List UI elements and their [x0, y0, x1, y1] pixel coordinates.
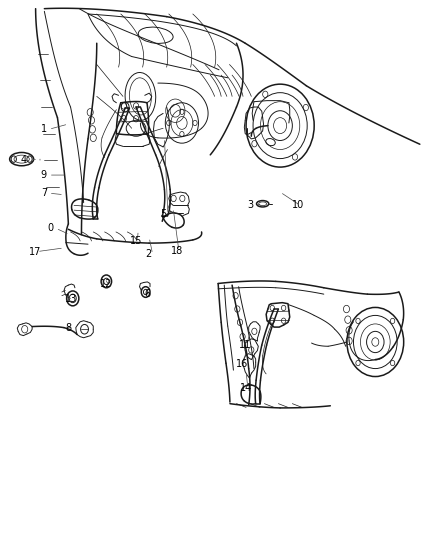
Text: 8: 8	[65, 323, 71, 333]
Text: 3: 3	[247, 200, 254, 211]
Text: 13: 13	[65, 294, 78, 304]
Text: 5: 5	[160, 209, 166, 220]
Text: 2: 2	[145, 249, 151, 259]
Text: 6: 6	[144, 289, 150, 299]
Text: 15: 15	[130, 236, 142, 246]
Text: 11: 11	[239, 340, 251, 350]
Text: 17: 17	[29, 247, 42, 256]
Text: 4: 4	[20, 155, 26, 165]
Text: 12: 12	[100, 279, 113, 288]
Text: 14: 14	[240, 383, 252, 393]
Text: 0: 0	[48, 223, 54, 233]
Text: 9: 9	[41, 170, 47, 180]
Text: 18: 18	[171, 246, 183, 255]
Text: 10: 10	[292, 200, 304, 211]
Text: 1: 1	[41, 124, 47, 134]
Text: 16: 16	[236, 359, 248, 369]
Text: 7: 7	[41, 188, 47, 198]
